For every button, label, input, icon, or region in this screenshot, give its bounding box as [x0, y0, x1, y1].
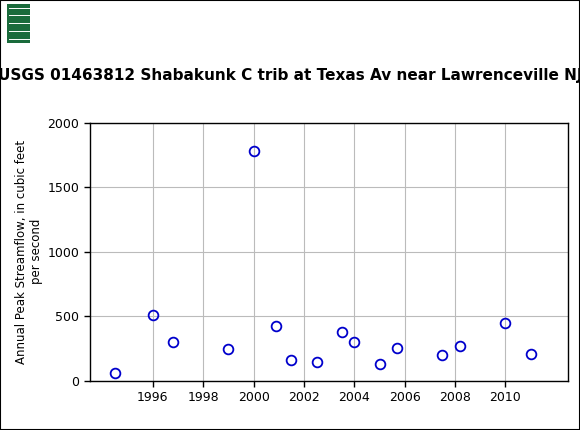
Text: USGS: USGS: [63, 14, 118, 32]
FancyBboxPatch shape: [7, 4, 56, 43]
Text: USGS 01463812 Shabakunk C trib at Texas Av near Lawrenceville NJ: USGS 01463812 Shabakunk C trib at Texas …: [0, 68, 580, 83]
FancyBboxPatch shape: [7, 4, 30, 43]
Y-axis label: Annual Peak Streamflow, in cubic feet
per second: Annual Peak Streamflow, in cubic feet pe…: [16, 139, 44, 364]
